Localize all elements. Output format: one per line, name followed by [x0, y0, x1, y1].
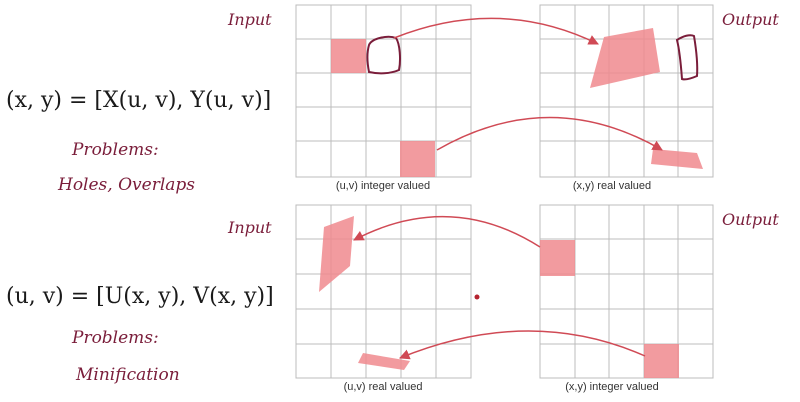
- forward-arrow-upper: [393, 17, 599, 45]
- target-pixel-lower: [644, 344, 679, 378]
- target-pixel-upper: [540, 240, 575, 276]
- top-right-grid-caption: (x,y) real valued: [573, 180, 651, 192]
- hand-drawn-quad-output: [675, 34, 699, 81]
- inverse-arrow-upper: [353, 215, 541, 248]
- inverse-sample-quad-upper: [319, 216, 354, 292]
- warped-quad-lower: [651, 149, 703, 169]
- bottom-left-grid-caption: (u,v) real valued: [344, 381, 423, 393]
- source-pixel-upper: [331, 39, 366, 73]
- bottom-problems-text: Minification: [75, 365, 180, 385]
- top-input-annotation: Input: [227, 10, 272, 29]
- inverse-arrow-lower: [399, 330, 646, 360]
- inverse-sample-quad-lower: [358, 353, 410, 370]
- top-left-grid-caption: (u,v) integer valued: [336, 180, 430, 192]
- stray-dot: [474, 294, 480, 300]
- bottom-input-annotation: Input: [227, 218, 272, 237]
- source-pixel-lower: [400, 141, 435, 177]
- bottom-left-grid: [295, 204, 472, 379]
- forward-arrow-lower: [436, 116, 663, 151]
- warped-quad-upper: [590, 28, 660, 88]
- inverse-mapping-equation: (u, v) = [U(x, y), V(x, y)]: [6, 284, 274, 309]
- top-problems-text: Holes, Overlaps: [57, 175, 195, 195]
- top-left-grid: [295, 4, 472, 178]
- top-problems-label: Problems:: [71, 140, 159, 160]
- bottom-right-grid-caption: (x,y) integer valued: [565, 381, 659, 393]
- bottom-output-annotation: Output: [722, 210, 779, 229]
- bottom-right-grid: [539, 204, 714, 379]
- hand-drawn-square-input: [366, 35, 401, 75]
- forward-mapping-equation: (x, y) = [X(u, v), Y(u, v)]: [6, 88, 271, 113]
- top-output-annotation: Output: [722, 10, 779, 29]
- bottom-problems-label: Problems:: [71, 328, 159, 348]
